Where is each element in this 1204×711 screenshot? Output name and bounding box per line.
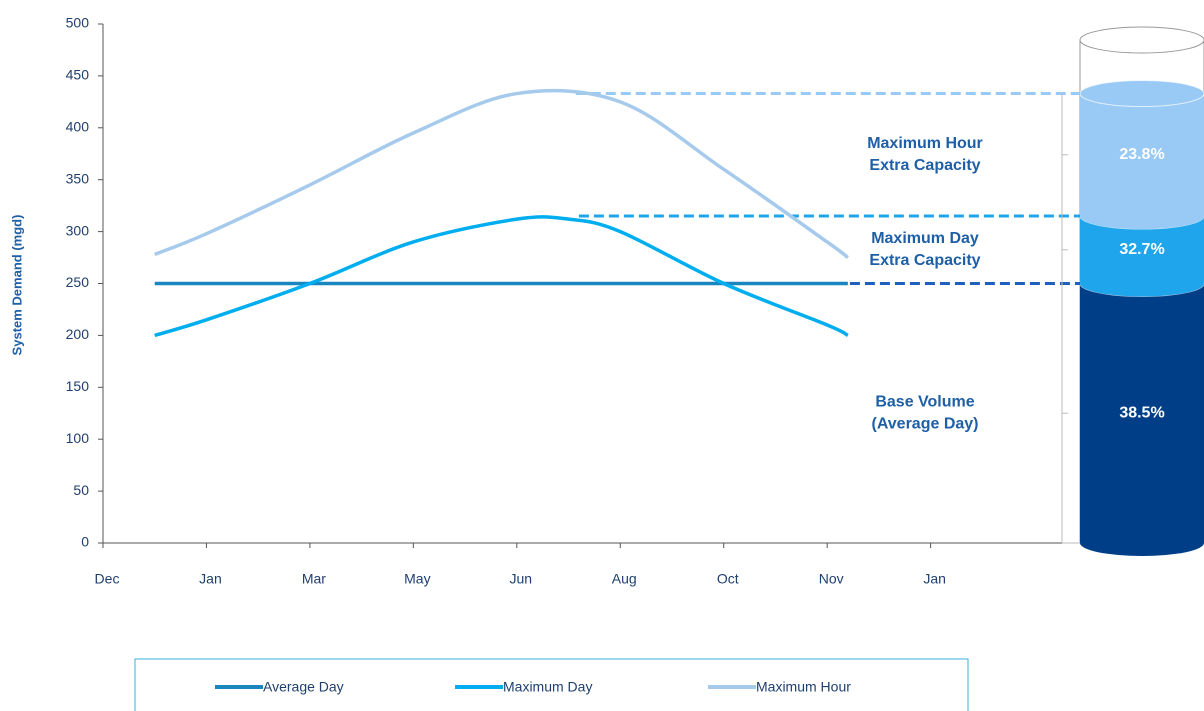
cylinder-segment xyxy=(1080,80,1204,230)
y-tick-label: 300 xyxy=(66,222,90,238)
series-line xyxy=(154,88,849,259)
y-tick-label: 350 xyxy=(66,170,90,186)
y-tick-label: 500 xyxy=(66,15,90,31)
y-tick-label: 450 xyxy=(66,67,90,83)
segment-value-label: 23.8% xyxy=(1119,146,1164,163)
y-tick-label: 50 xyxy=(73,482,89,498)
segment-label: (Average Day) xyxy=(871,415,978,432)
legend-label: Average Day xyxy=(263,679,344,695)
y-tick-label: 150 xyxy=(66,378,90,394)
y-tick-label: 400 xyxy=(66,119,90,135)
y-tick-label: 100 xyxy=(66,430,90,446)
segment-label: Maximum Hour xyxy=(867,135,983,152)
segment-label: Extra Capacity xyxy=(869,157,980,174)
y-axis-title: System Demand (mgd) xyxy=(9,215,24,356)
x-tick-label: May xyxy=(404,571,430,587)
cylinder-top xyxy=(1079,26,1204,54)
x-tick-label: Nov xyxy=(819,571,844,587)
legend-box xyxy=(134,658,969,711)
series-line xyxy=(154,215,849,338)
x-tick-label: Oct xyxy=(717,571,739,587)
y-tick-label: 200 xyxy=(66,326,90,342)
y-tick-label: 0 xyxy=(81,534,89,550)
x-tick-label: Aug xyxy=(612,571,637,587)
segment-label: Extra Capacity xyxy=(869,252,980,269)
x-tick-label: Jun xyxy=(510,571,533,587)
x-tick-label: Mar xyxy=(302,571,326,587)
cylinder-segment xyxy=(1080,270,1204,556)
segment-value-label: 32.7% xyxy=(1119,241,1164,258)
segment-value-label: 38.5% xyxy=(1119,404,1164,421)
segment-label: Base Volume xyxy=(875,393,974,410)
y-tick-label: 250 xyxy=(66,274,90,290)
segment-top xyxy=(1079,80,1204,108)
x-tick-label: Dec xyxy=(95,571,120,587)
legend-label: Maximum Hour xyxy=(756,679,851,695)
segment-label: Maximum Day xyxy=(871,230,979,247)
x-tick-label: Jan xyxy=(923,571,946,587)
x-tick-label: Jan xyxy=(199,571,222,587)
legend-label: Maximum Day xyxy=(503,679,592,695)
